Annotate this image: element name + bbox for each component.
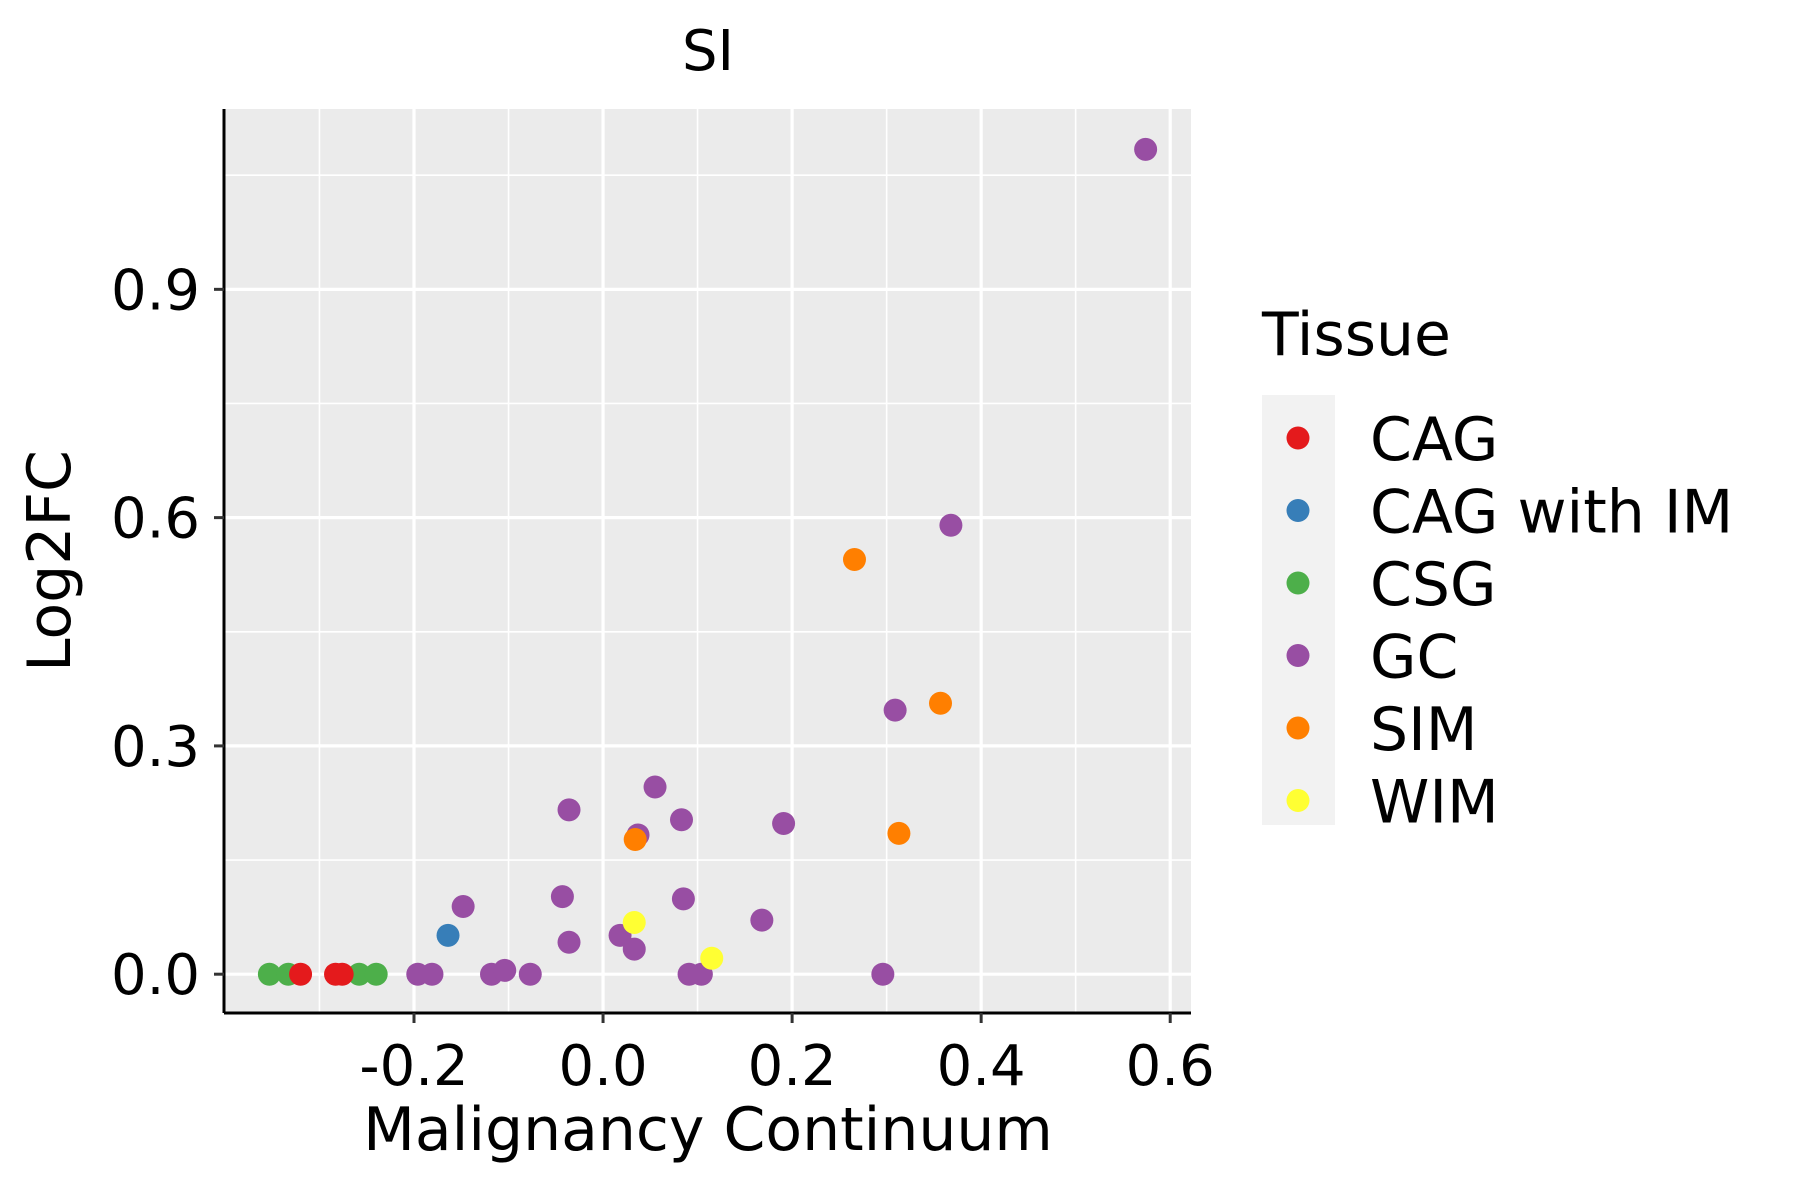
y-tick-label: 0.6 xyxy=(111,487,200,552)
legend-label: CAG with IM xyxy=(1370,478,1733,548)
y-axis-title: Log2FC xyxy=(15,450,85,672)
legend-entry: CAG xyxy=(1286,405,1498,475)
data-point xyxy=(670,808,694,832)
data-point xyxy=(493,958,517,982)
series-wim xyxy=(622,910,724,970)
legend-key-dot xyxy=(1286,716,1310,740)
data-point xyxy=(939,513,963,537)
x-axis-title: Malignancy Continuum xyxy=(363,1095,1053,1165)
legend-key-dot xyxy=(1286,571,1310,595)
data-point xyxy=(330,962,354,986)
legend-entry: CSG xyxy=(1286,550,1496,620)
major-gridlines xyxy=(224,109,1191,1013)
data-point xyxy=(257,962,281,986)
data-point xyxy=(622,910,646,934)
legend-label: WIM xyxy=(1370,768,1499,838)
data-point xyxy=(420,962,444,986)
data-point xyxy=(518,962,542,986)
data-point xyxy=(557,798,581,822)
data-point xyxy=(451,894,475,918)
minor-gridlines xyxy=(224,109,1191,1013)
y-tick-label: 0.0 xyxy=(111,943,200,1008)
data-point xyxy=(623,828,647,852)
data-point xyxy=(289,962,313,986)
data-point xyxy=(364,962,388,986)
series-cag-with-im xyxy=(436,923,460,947)
data-points xyxy=(257,137,1158,986)
legend-key-background xyxy=(1262,395,1335,825)
x-tick-label: 0.6 xyxy=(1126,1034,1215,1099)
x-axis-ticks: -0.2 0.0 0.2 0.4 0.6 xyxy=(359,1013,1215,1099)
data-point xyxy=(700,946,724,970)
series-gc xyxy=(406,137,1158,986)
data-point xyxy=(671,887,695,911)
legend-entry: CAG with IM xyxy=(1286,478,1733,548)
data-point xyxy=(347,962,371,986)
legend-label: CSG xyxy=(1370,550,1496,620)
data-point xyxy=(929,691,953,715)
legend-entry: WIM xyxy=(1286,768,1499,838)
plot-title: SI xyxy=(682,19,734,84)
plot-panel xyxy=(224,109,1191,1013)
y-tick-label: 0.9 xyxy=(111,258,200,323)
legend-key-dot xyxy=(1286,426,1310,450)
data-point xyxy=(550,885,574,909)
series-sim xyxy=(623,547,953,852)
data-point xyxy=(842,547,866,571)
series-cag xyxy=(289,962,354,986)
x-tick-label: 0.2 xyxy=(748,1034,837,1099)
legend-label: SIM xyxy=(1370,695,1478,765)
legend-label: GC xyxy=(1370,623,1458,693)
legend-entry: GC xyxy=(1286,623,1458,693)
legend-key-dot xyxy=(1286,499,1310,522)
y-axis-ticks: 0.0 0.3 0.6 0.9 xyxy=(111,258,224,1008)
data-point xyxy=(887,821,911,845)
data-point xyxy=(622,937,646,961)
legend-label: CAG xyxy=(1370,405,1498,475)
data-point xyxy=(871,962,895,986)
legend-key-dot xyxy=(1286,789,1310,812)
data-point xyxy=(750,908,774,932)
data-point xyxy=(883,698,907,722)
legend-key-dot xyxy=(1286,644,1310,667)
data-point xyxy=(772,812,796,836)
x-tick-label: 0.0 xyxy=(559,1034,648,1099)
y-tick-label: 0.3 xyxy=(111,715,200,780)
data-point xyxy=(1134,137,1158,161)
legend-entry: SIM xyxy=(1286,695,1478,765)
data-point xyxy=(436,923,460,947)
legend-title: Tissue xyxy=(1261,300,1451,370)
data-point xyxy=(643,775,667,799)
data-point xyxy=(557,930,581,954)
x-tick-label: -0.2 xyxy=(359,1034,468,1099)
x-tick-label: 0.4 xyxy=(937,1034,1026,1099)
